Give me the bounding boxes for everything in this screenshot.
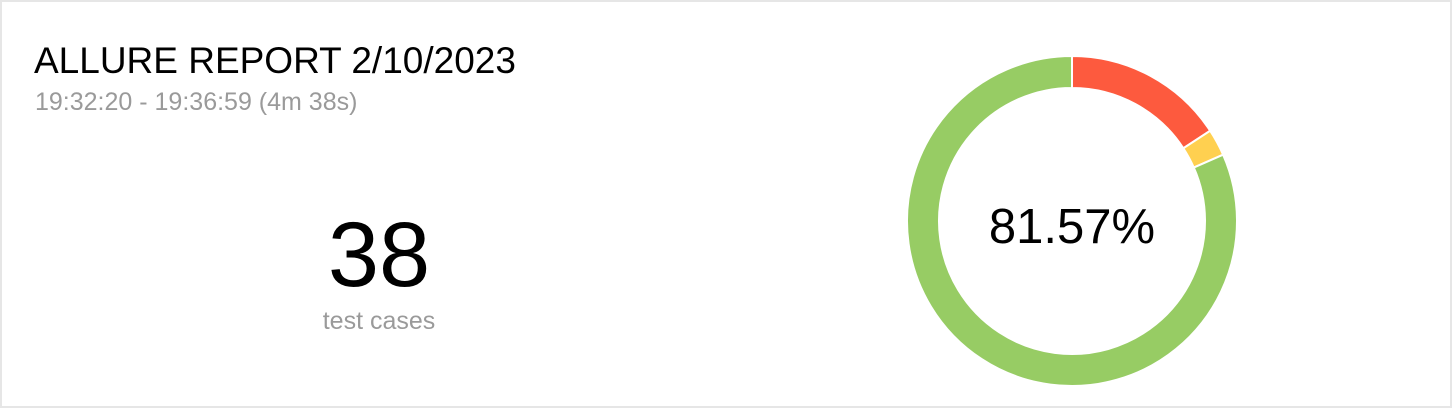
donut-slice-passed[interactable]	[906, 54, 1238, 387]
test-case-count: 38	[327, 204, 431, 306]
report-title: ALLURE REPORT 2/10/2023	[34, 40, 516, 81]
donut-segments	[906, 54, 1238, 387]
donut-slice-failed[interactable]	[1071, 54, 1212, 150]
success-rate-label: 81.57%	[988, 200, 1156, 254]
test-case-count-label: test cases	[322, 307, 436, 335]
report-time-range: 19:32:20 - 19:36:59 (4m 38s)	[35, 88, 358, 116]
